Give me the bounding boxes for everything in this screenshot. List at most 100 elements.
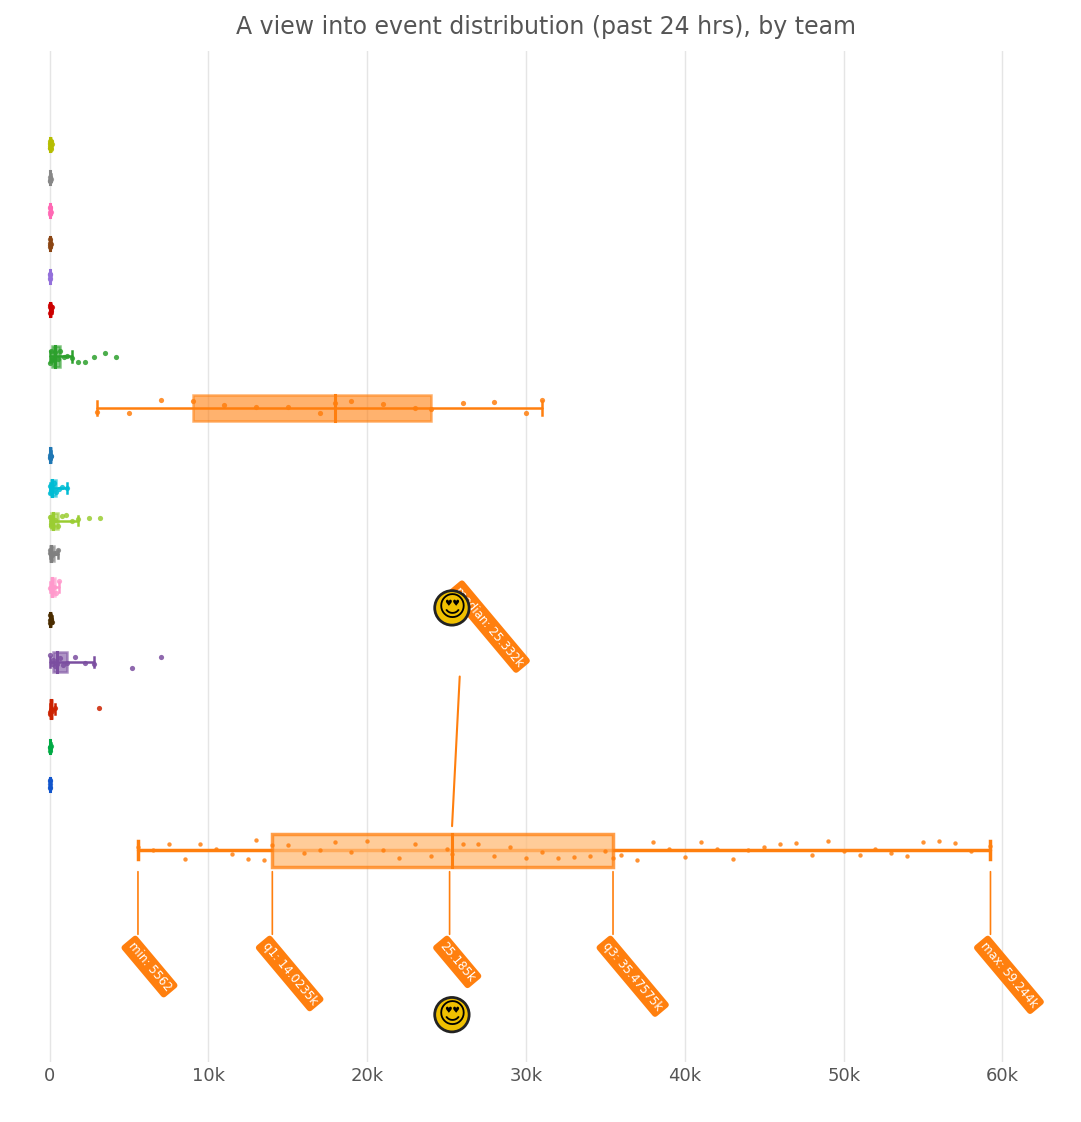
Text: median: 25.332k: median: 25.332k — [452, 585, 526, 669]
Point — [41, 739, 58, 757]
Point — [108, 348, 125, 366]
Point — [216, 396, 233, 414]
Point — [772, 835, 789, 853]
Point — [255, 850, 272, 868]
Point — [57, 506, 75, 524]
Point — [343, 843, 360, 861]
Point — [43, 610, 61, 628]
Point — [41, 238, 58, 256]
Point — [406, 835, 424, 853]
Point — [42, 341, 59, 359]
Point — [41, 737, 58, 755]
Point — [49, 655, 66, 673]
Point — [41, 606, 58, 624]
Point — [44, 546, 62, 564]
Point — [51, 649, 68, 666]
Point — [48, 482, 65, 500]
Point — [50, 517, 67, 535]
Point — [41, 615, 58, 633]
Point — [176, 850, 193, 868]
Point — [76, 654, 93, 672]
Point — [41, 200, 58, 218]
Point — [85, 348, 103, 366]
Point — [946, 835, 963, 853]
Point — [549, 849, 566, 867]
Point — [41, 610, 58, 628]
Point — [677, 848, 694, 866]
Point — [851, 846, 868, 864]
Point — [43, 581, 61, 599]
Point — [422, 847, 439, 865]
Point — [41, 447, 58, 465]
Point — [46, 544, 64, 562]
Point — [787, 835, 804, 853]
Point — [49, 350, 66, 368]
Point — [248, 831, 265, 849]
Point — [89, 403, 106, 421]
Bar — [50, 546, 54, 561]
Point — [130, 838, 147, 856]
Bar — [53, 652, 67, 672]
Point — [41, 172, 58, 190]
Point — [53, 507, 70, 525]
Bar — [51, 578, 54, 596]
Point — [46, 511, 64, 528]
Point — [58, 347, 76, 365]
Point — [42, 269, 59, 287]
Point — [41, 544, 58, 562]
Point — [42, 302, 59, 320]
Point — [41, 772, 58, 790]
Point — [44, 350, 62, 368]
Point — [982, 837, 999, 855]
Point — [152, 649, 170, 666]
Point — [54, 656, 71, 674]
Point — [518, 849, 535, 867]
Point — [66, 647, 83, 665]
Point — [42, 742, 59, 760]
Point — [264, 836, 281, 854]
Text: q3: 35.47575k: q3: 35.47575k — [600, 939, 665, 1013]
Point — [326, 833, 344, 850]
Point — [81, 509, 98, 527]
Point — [565, 848, 583, 866]
Point — [63, 349, 80, 367]
Point — [120, 404, 137, 422]
Point — [41, 131, 58, 149]
Point — [96, 344, 114, 362]
Point — [42, 234, 59, 252]
Point — [42, 613, 59, 631]
Point — [42, 132, 59, 150]
Point — [144, 842, 161, 859]
Point — [295, 844, 312, 862]
Point — [644, 834, 662, 852]
Point — [931, 833, 948, 850]
Point — [438, 840, 455, 858]
Bar — [50, 700, 53, 718]
Point — [42, 485, 59, 503]
Point — [41, 449, 58, 467]
Point — [46, 343, 64, 361]
Point — [41, 134, 58, 151]
Point — [41, 449, 58, 467]
Point — [63, 512, 80, 530]
Point — [69, 511, 86, 528]
Point — [41, 172, 58, 190]
Point — [54, 478, 71, 496]
Point — [470, 835, 488, 853]
Point — [41, 265, 58, 283]
Point — [485, 847, 503, 865]
Point — [41, 203, 58, 221]
Point — [756, 838, 773, 856]
Point — [45, 578, 63, 596]
Point — [422, 401, 439, 419]
Point — [44, 481, 62, 499]
Text: max: 59.244k: max: 59.244k — [978, 939, 1040, 1010]
Point — [42, 579, 59, 597]
Bar — [51, 513, 58, 530]
Point — [41, 774, 58, 792]
Point — [454, 394, 471, 412]
Point — [613, 846, 630, 864]
Point — [739, 840, 757, 858]
Point — [42, 447, 59, 465]
Point — [69, 353, 86, 371]
